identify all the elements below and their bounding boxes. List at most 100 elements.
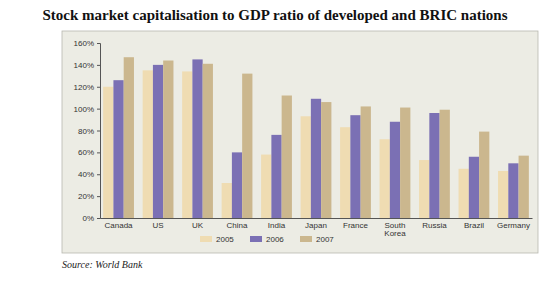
bar (459, 169, 469, 218)
legend-label: 2005 (216, 235, 234, 244)
y-tick-label: 20% (78, 192, 94, 201)
y-tick: 60% (78, 148, 100, 157)
x-tick: SouthKorea (384, 221, 406, 238)
x-tick: Brazil (464, 221, 484, 230)
bars (103, 57, 529, 218)
x-axis-line (101, 218, 533, 219)
bar (301, 116, 311, 218)
bar (508, 163, 518, 218)
bar (350, 115, 360, 218)
bar (380, 139, 390, 218)
x-tick: France (343, 221, 368, 230)
x-tick-label: India (268, 221, 286, 230)
y-tick-label: 0% (82, 214, 94, 223)
y-tick: 160% (74, 39, 100, 48)
y-tick-label: 160% (74, 39, 94, 48)
bar (124, 57, 134, 218)
x-tick: UK (192, 221, 204, 230)
y-tick-mark (97, 87, 100, 88)
bar (311, 99, 321, 218)
title: Stock market capitalisation to GDP ratio… (42, 7, 507, 23)
y-tick-mark (97, 65, 100, 66)
x-tick-label: SouthKorea (384, 221, 406, 238)
y-tick: 120% (74, 83, 100, 92)
x-tick-label: Germany (497, 221, 530, 230)
y-tick: 20% (78, 192, 100, 201)
y-axis-line (97, 44, 101, 219)
legend-item: 2006 (250, 235, 284, 244)
bar (203, 64, 213, 218)
y-tick: 40% (78, 170, 100, 179)
bar (340, 127, 350, 218)
y-tick: 0% (82, 214, 100, 223)
x-tick: India (268, 221, 286, 230)
bar (419, 160, 429, 218)
series (124, 57, 529, 218)
bar (390, 122, 400, 218)
bar (361, 106, 371, 218)
bar (321, 102, 331, 218)
legend-item: 2007 (300, 235, 334, 244)
y-tick-label: 140% (74, 61, 94, 70)
bar (143, 70, 153, 218)
bar (429, 113, 439, 218)
y-tick-label: 60% (78, 148, 94, 157)
bar (182, 71, 192, 218)
series (113, 59, 518, 218)
x-tick: China (227, 221, 248, 230)
x-tick: US (152, 221, 163, 230)
y-axis: 0% 20% 40% 60% 80% 100% 120% 140% 160% (74, 39, 101, 223)
legend-label: 2007 (316, 235, 334, 244)
y-tick-mark (97, 131, 100, 132)
legend-swatch (300, 236, 312, 242)
y-tick-mark (97, 109, 100, 110)
x-tick-label: Japan (305, 221, 327, 230)
y-tick-mark (97, 174, 100, 175)
bar (192, 59, 202, 218)
bar (113, 80, 123, 218)
y-tick-mark (97, 152, 100, 153)
bar (282, 96, 292, 219)
x-tick: Canada (105, 221, 134, 230)
legend: 2005 2006 2007 (200, 235, 334, 244)
chart: Stock market capitalisation to GDP ratio… (0, 0, 550, 298)
bar (232, 152, 242, 218)
bar (271, 135, 281, 218)
bar (498, 171, 508, 218)
x-tick: Japan (305, 221, 327, 230)
bar (242, 74, 252, 218)
x-tick-label: UK (192, 221, 204, 230)
legend-swatch (200, 236, 212, 242)
legend-item: 2005 (200, 235, 234, 244)
bar (153, 65, 163, 218)
source: Source: World Bank (62, 259, 143, 270)
x-tick: Germany (497, 221, 530, 230)
x-tick-label: Canada (105, 221, 134, 230)
x-tick-label: France (343, 221, 368, 230)
legend-label: 2006 (266, 235, 284, 244)
y-tick: 140% (74, 61, 100, 70)
x-tick: Russia (422, 221, 447, 230)
y-tick-mark (97, 43, 100, 44)
y-tick: 100% (74, 105, 100, 114)
bar (400, 108, 410, 218)
x-tick-label: China (227, 221, 248, 230)
bar (479, 132, 489, 218)
y-tick-label: 120% (74, 83, 94, 92)
panel (62, 31, 538, 253)
y-tick-mark (97, 196, 100, 197)
y-tick: 80% (78, 127, 100, 136)
bar (469, 157, 479, 218)
legend-swatch (250, 236, 262, 242)
y-tick-label: 100% (74, 105, 94, 114)
y-tick-label: 40% (78, 170, 94, 179)
y-tick-mark (97, 218, 100, 219)
x-tick-label: Russia (422, 221, 447, 230)
x-tick-label: Brazil (464, 221, 484, 230)
bar (440, 110, 450, 218)
bar (261, 155, 271, 218)
x-tick-label: US (152, 221, 163, 230)
y-tick-label: 80% (78, 127, 94, 136)
bar (222, 183, 232, 218)
bar (519, 156, 529, 218)
